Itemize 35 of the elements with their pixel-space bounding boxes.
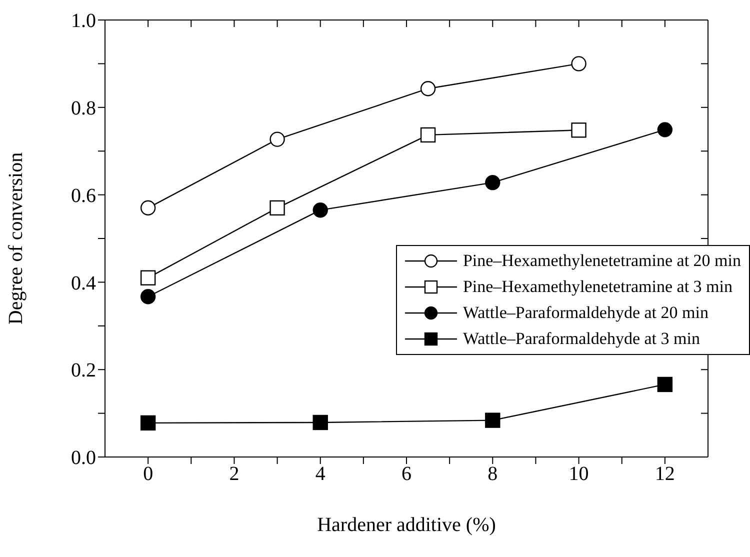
x-tick-label: 10 <box>568 463 589 486</box>
x-tick-label: 8 <box>488 463 498 486</box>
x-axis-title: Hardener additive (%) <box>317 514 496 536</box>
y-tick-label: 0.6 <box>71 184 96 207</box>
point <box>312 202 328 218</box>
point <box>485 174 500 190</box>
point <box>571 122 586 138</box>
legend-label: Pine–Hexamethylenetetramine at 3 min <box>462 276 732 298</box>
y-tick-label: 0.4 <box>71 272 96 294</box>
point <box>270 200 285 216</box>
point <box>485 412 500 428</box>
y-tick-label: 0.0 <box>71 447 96 470</box>
point <box>140 415 156 431</box>
point <box>571 56 586 72</box>
legend-label: Wattle–Paraformaldehyde at 20 min <box>462 302 708 324</box>
point <box>312 414 328 430</box>
x-tick-label: 6 <box>402 463 412 486</box>
legend-label: Wattle–Paraformaldehyde at 3 min <box>462 328 700 350</box>
point <box>140 200 156 216</box>
point <box>420 81 436 96</box>
point <box>657 122 673 138</box>
point <box>657 376 673 392</box>
legend-label: Pine–Hexamethylenetetramine at 20 min <box>462 250 741 272</box>
point <box>140 289 156 304</box>
y-tick-label: 1.0 <box>71 10 96 32</box>
y-tick-label: 0.2 <box>71 360 96 382</box>
point <box>140 270 156 286</box>
x-tick-label: 0 <box>143 463 154 486</box>
x-tick-label: 4 <box>315 463 326 486</box>
y-tick-label: 0.8 <box>71 98 96 120</box>
x-tick-label: 12 <box>654 463 675 486</box>
x-tick-label: 2 <box>229 463 240 486</box>
point <box>270 132 285 147</box>
point <box>420 127 436 143</box>
y-axis-title: Degree of conversion <box>5 152 28 325</box>
